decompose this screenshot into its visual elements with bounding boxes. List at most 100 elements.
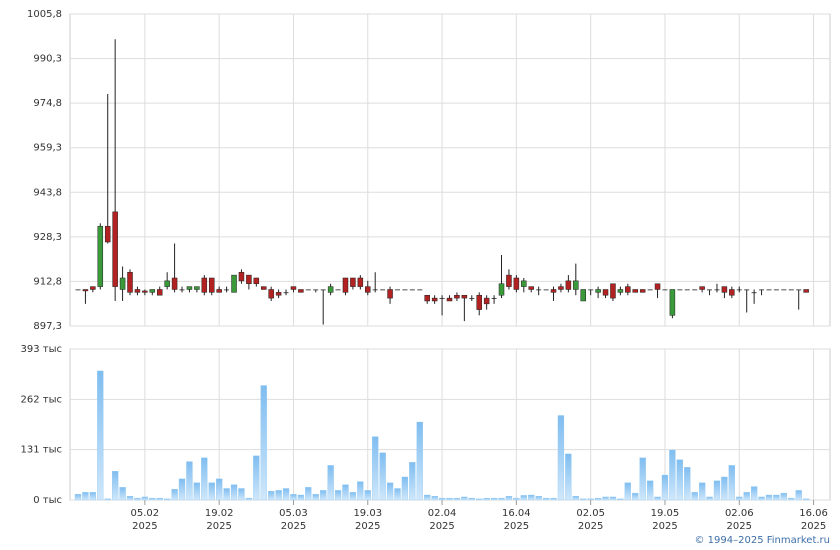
candle-body <box>327 286 334 293</box>
candle-body <box>82 289 89 292</box>
y-tick-label: 943,8 <box>33 187 62 198</box>
candle-body <box>491 298 497 299</box>
candle-body <box>751 292 757 294</box>
volume-bar <box>446 497 453 501</box>
candle-body <box>156 289 163 296</box>
candle-body <box>424 294 430 302</box>
candle-body <box>194 286 200 290</box>
candle-body <box>498 283 505 296</box>
volume-bar <box>238 488 245 501</box>
volume-bar <box>386 482 394 501</box>
x-tick-label: 02.06 2025 <box>724 508 754 532</box>
volume-bar <box>223 488 230 501</box>
volume-bar <box>550 497 557 501</box>
credit[interactable]: © 1994–2025 Finmarket.ru <box>694 535 830 546</box>
candle-body <box>246 274 252 284</box>
volume-bar <box>721 476 728 501</box>
volume-bar <box>216 478 223 501</box>
volume-bar <box>542 497 550 501</box>
candle-body <box>677 289 683 291</box>
volume-bar <box>505 496 513 501</box>
candle-body <box>90 286 96 290</box>
candle-body <box>342 277 349 293</box>
volume-bar <box>112 471 119 501</box>
candle-body <box>610 283 616 299</box>
volume-bar <box>409 462 416 501</box>
volume-bar <box>669 449 676 501</box>
volume-bar <box>646 480 654 501</box>
volume-bar <box>134 497 141 501</box>
candle-body <box>394 289 400 291</box>
candle-body <box>313 289 319 291</box>
candle-body <box>662 289 668 291</box>
candle-body <box>446 297 453 302</box>
candle-body <box>387 289 393 299</box>
candle-body <box>781 289 787 291</box>
volume-bar <box>126 496 134 501</box>
volume-bar <box>201 457 208 501</box>
volume-bar <box>253 455 260 501</box>
volume-bar <box>453 497 461 501</box>
candle-body <box>275 292 282 296</box>
y-tick-label: 974,8 <box>33 98 62 109</box>
candle-body <box>179 289 185 291</box>
volume-bar <box>89 492 97 501</box>
volume-bar <box>513 497 520 501</box>
volume-bar <box>594 497 602 501</box>
candle-body <box>647 289 653 291</box>
volume-bar <box>609 496 617 501</box>
candle-body <box>461 294 468 299</box>
volume-bar <box>82 492 89 501</box>
candle-body <box>253 277 260 284</box>
volume-bar <box>245 497 253 501</box>
volume-bar <box>713 480 721 501</box>
volume-bar <box>468 497 475 501</box>
volume-bar <box>624 482 631 501</box>
volume-bar <box>773 494 780 501</box>
volume-bar <box>320 490 327 501</box>
volume-bar <box>364 490 371 501</box>
candle-body <box>372 289 378 291</box>
volume-bar <box>483 497 490 501</box>
x-tick-label: 02.05 2025 <box>576 508 605 532</box>
volume-bar <box>795 490 802 501</box>
candle-body <box>699 286 705 290</box>
volume-bar <box>684 467 691 501</box>
candle-body <box>744 289 750 291</box>
candle-body <box>186 286 193 290</box>
candle-body <box>543 289 549 291</box>
volume-bar <box>193 482 201 501</box>
volume-bar <box>520 495 527 501</box>
volume-bar <box>379 452 386 501</box>
volume-bar <box>661 474 669 501</box>
candle-body <box>565 280 572 290</box>
candle-body <box>283 292 289 294</box>
y-tick-label: 959,3 <box>33 143 62 154</box>
y-tick-label: 262 тыс <box>21 394 62 405</box>
candle-body <box>134 289 141 293</box>
candle-body <box>796 289 802 291</box>
volume-bar <box>149 497 156 501</box>
candle-body <box>119 277 126 290</box>
volume-bar <box>297 494 305 501</box>
volume-bar <box>780 492 787 501</box>
candle-body <box>439 298 445 299</box>
volume-bar <box>119 487 126 501</box>
volume-bar <box>736 496 743 501</box>
volume-bar <box>178 478 186 501</box>
x-tick-label: 19.02 2025 <box>204 508 234 532</box>
candle-body <box>454 294 460 299</box>
volume-bar <box>438 497 446 501</box>
volume-bar <box>97 370 104 501</box>
volume-bar <box>186 461 193 501</box>
candle-body <box>625 286 631 293</box>
candle-body <box>357 277 364 287</box>
candle-body <box>402 289 408 291</box>
candle-body <box>409 289 415 291</box>
volume-bar <box>535 496 542 501</box>
volume-bar <box>706 496 713 501</box>
volume-bar <box>565 453 572 501</box>
candle-body <box>773 289 779 291</box>
candle-body <box>431 297 438 302</box>
candle-body <box>580 289 586 302</box>
